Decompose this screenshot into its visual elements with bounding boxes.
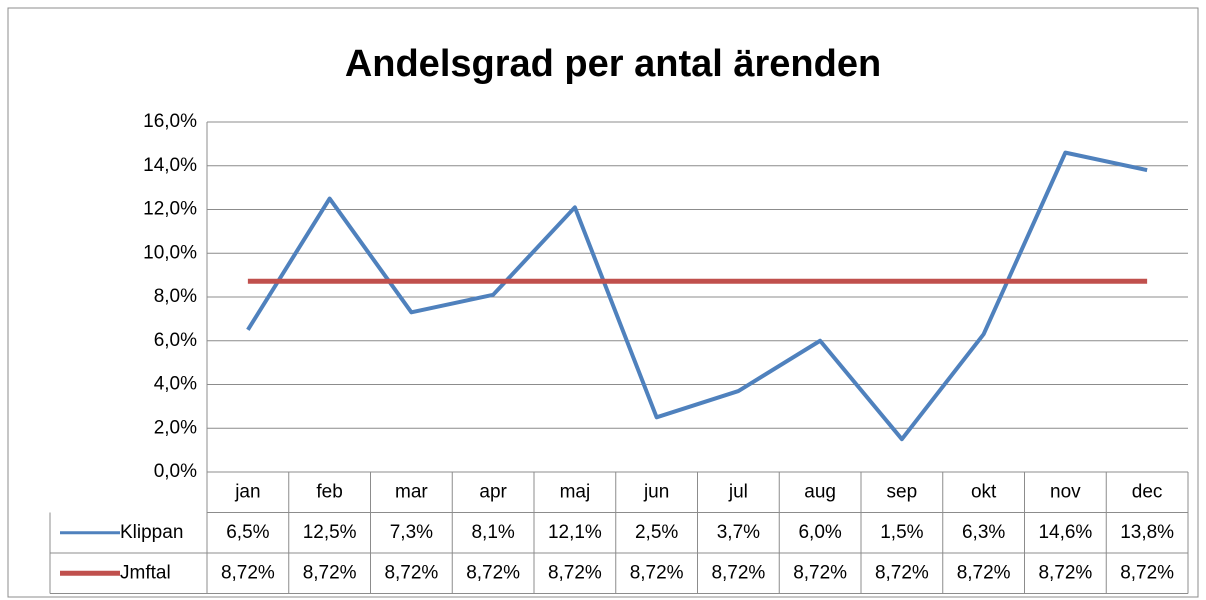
data-table-value: 8,72%	[711, 562, 765, 583]
data-table-value: 12,5%	[303, 522, 357, 543]
data-table-value: 8,72%	[793, 562, 847, 583]
data-table-value: 12,1%	[548, 522, 602, 543]
data-table-value: 8,72%	[630, 562, 684, 583]
x-tick-label: aug	[804, 481, 836, 502]
y-tick-label: 14,0%	[143, 155, 197, 176]
x-tick-label: dec	[1132, 481, 1163, 502]
legend-label: Jmftal	[120, 562, 171, 583]
x-tick-label: okt	[971, 481, 997, 502]
x-tick-label: mar	[395, 481, 428, 502]
y-tick-label: 8,0%	[154, 286, 197, 307]
y-tick-label: 6,0%	[154, 330, 197, 351]
data-table-value: 2,5%	[635, 522, 678, 543]
data-table-value: 8,72%	[875, 562, 929, 583]
y-tick-label: 10,0%	[143, 242, 197, 263]
data-table-value: 8,72%	[1038, 562, 1092, 583]
y-tick-label: 16,0%	[143, 111, 197, 132]
data-table-value: 7,3%	[390, 522, 433, 543]
y-tick-label: 4,0%	[154, 374, 197, 395]
series-line	[246, 150, 1148, 442]
x-tick-label: jun	[643, 481, 669, 502]
data-table-value: 8,72%	[1120, 562, 1174, 583]
legend-label: Klippan	[120, 522, 183, 543]
x-tick-label: nov	[1050, 481, 1081, 502]
x-tick-label: jan	[234, 481, 260, 502]
y-tick-label: 12,0%	[143, 199, 197, 220]
data-table-value: 6,0%	[798, 522, 841, 543]
data-table-value: 13,8%	[1120, 522, 1174, 543]
x-tick-label: maj	[560, 481, 591, 502]
data-table-value: 8,72%	[221, 562, 275, 583]
y-tick-label: 2,0%	[154, 417, 197, 438]
data-table-value: 6,3%	[962, 522, 1005, 543]
x-tick-label: apr	[479, 481, 507, 502]
x-tick-label: jul	[728, 481, 748, 502]
data-table-value: 6,5%	[226, 522, 269, 543]
data-table-value: 8,1%	[471, 522, 514, 543]
data-table-value: 8,72%	[303, 562, 357, 583]
data-table-value: 8,72%	[384, 562, 438, 583]
data-table-value: 8,72%	[957, 562, 1011, 583]
chart-title: Andelsgrad per antal ärenden	[345, 43, 881, 85]
data-table-value: 8,72%	[466, 562, 520, 583]
y-tick-label: 0,0%	[154, 461, 197, 482]
data-table-value: 14,6%	[1038, 522, 1092, 543]
data-table-value: 1,5%	[880, 522, 923, 543]
data-table-value: 8,72%	[548, 562, 602, 583]
data-table-value: 3,7%	[717, 522, 760, 543]
x-tick-label: sep	[887, 481, 918, 502]
x-tick-label: feb	[316, 481, 342, 502]
